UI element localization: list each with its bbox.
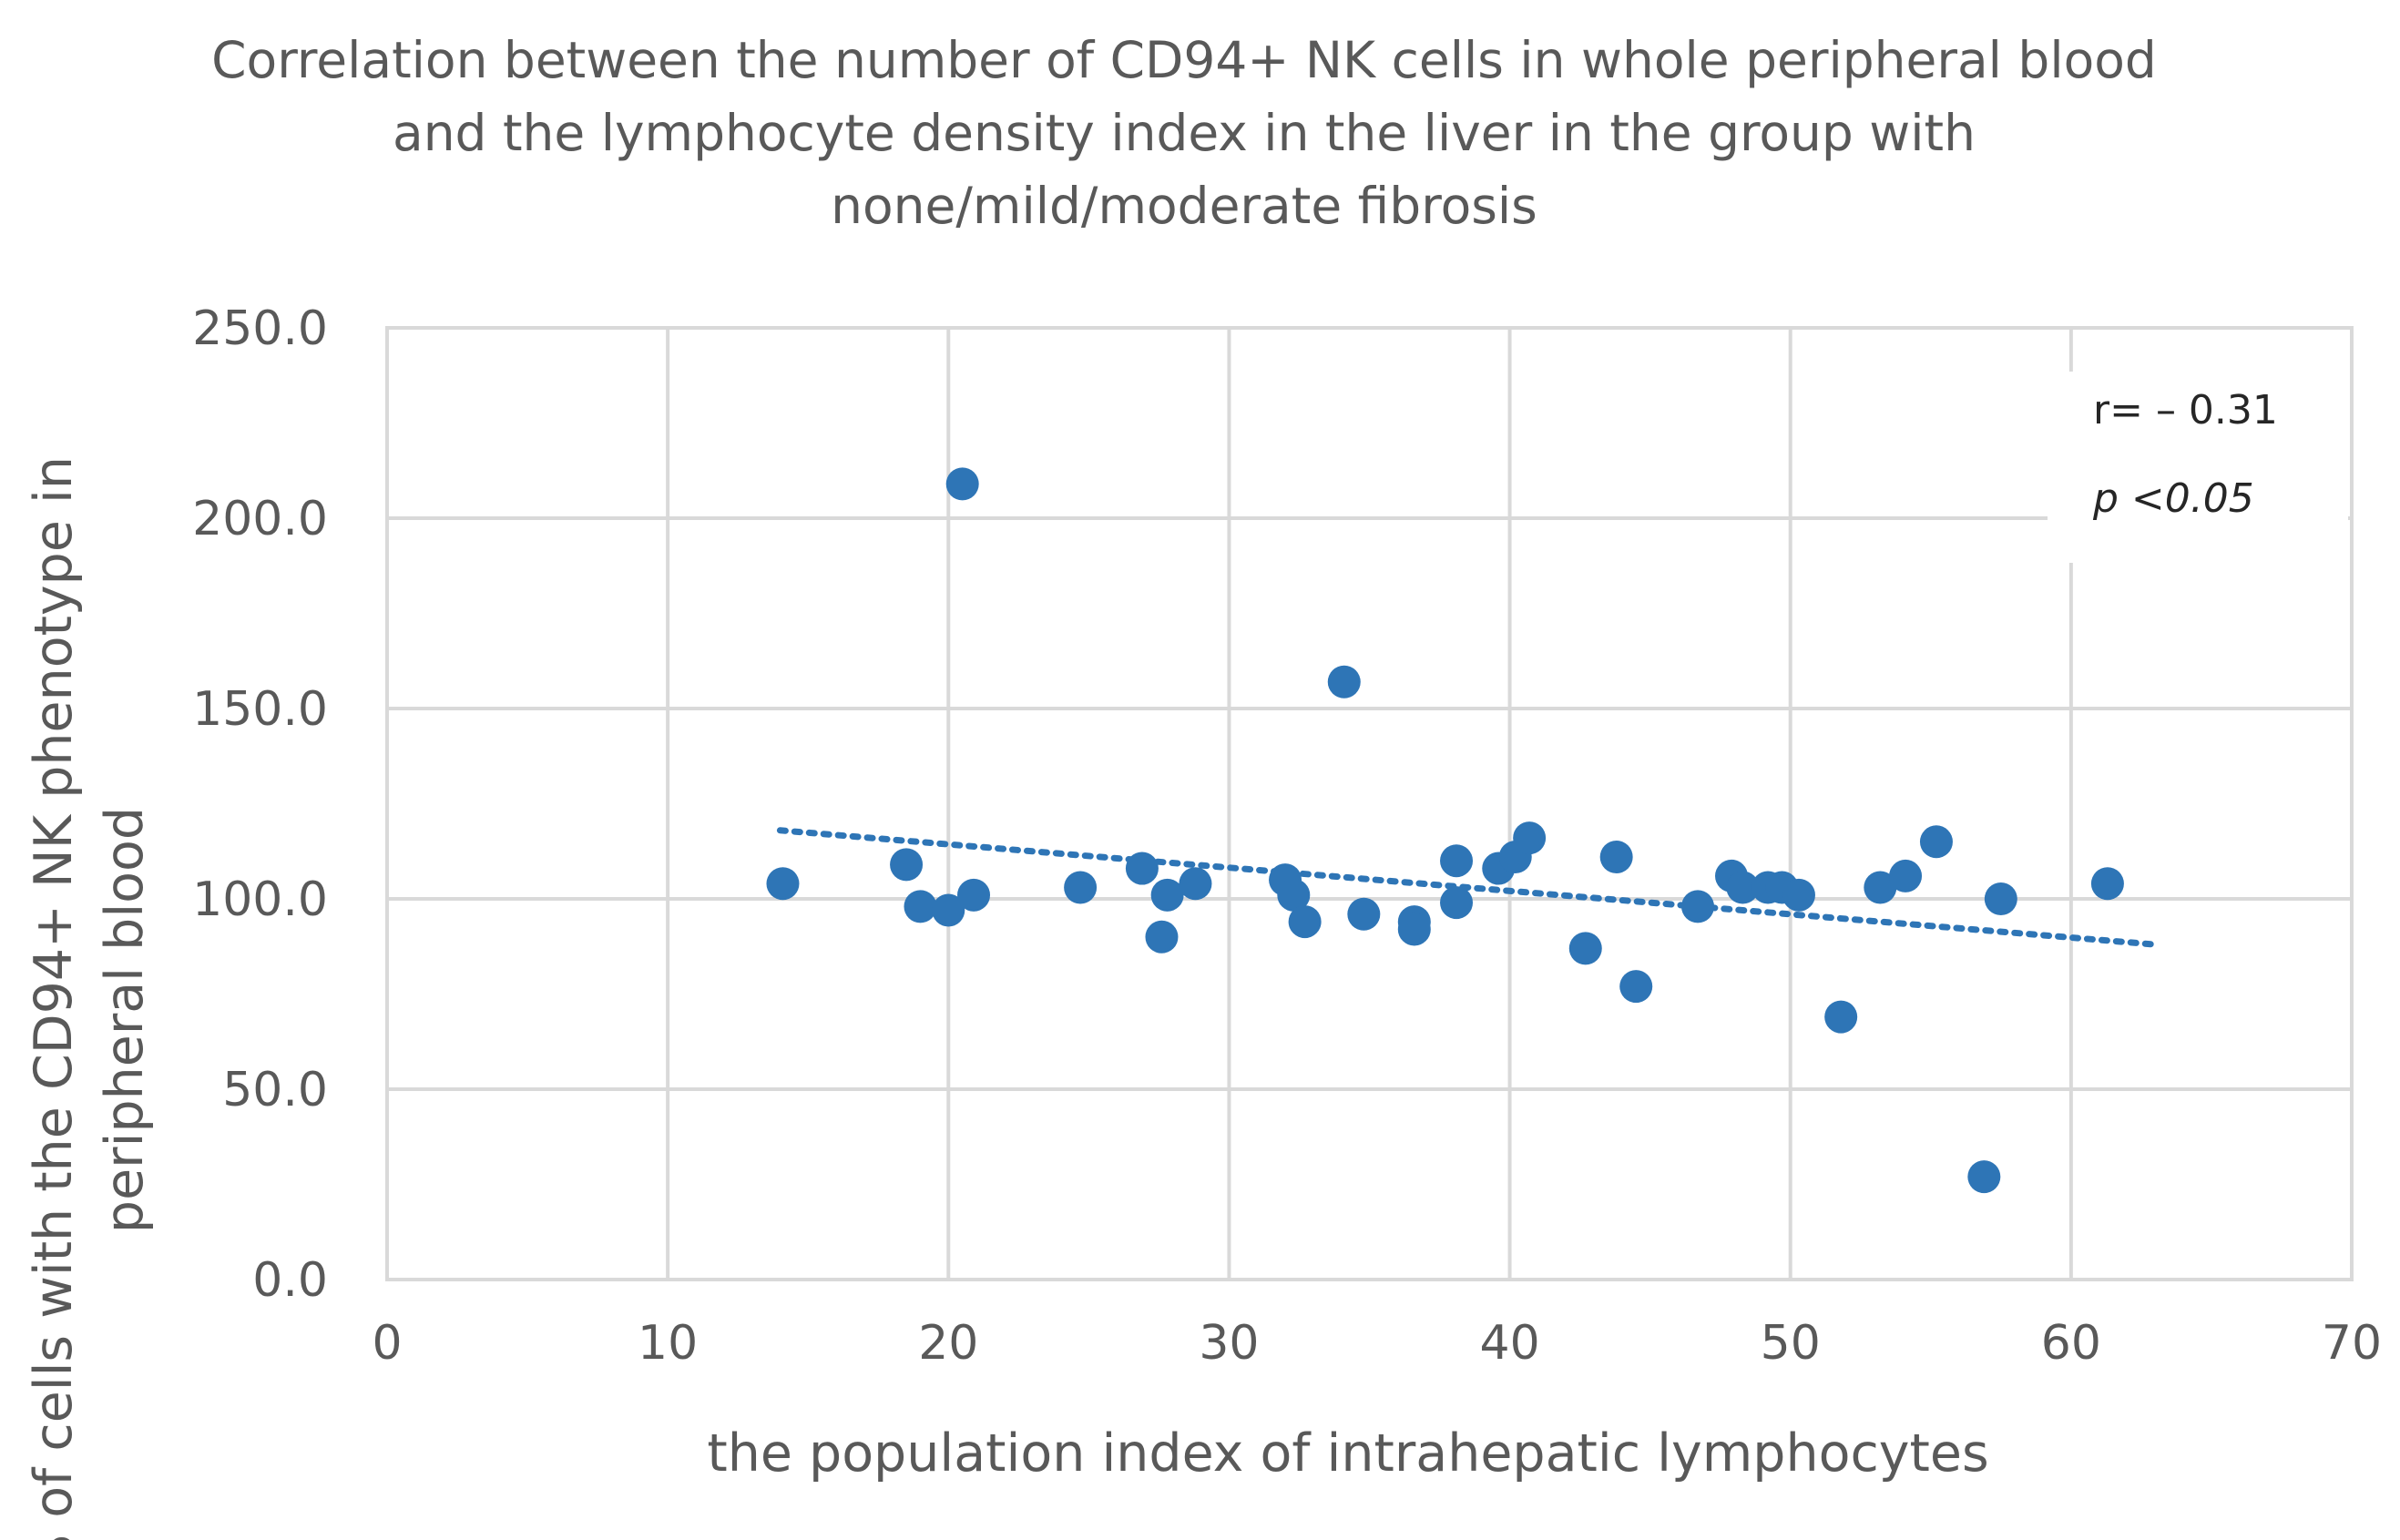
data-point: [890, 848, 924, 882]
x-axis-ticks: 0 10 20 30 40 50 60 70: [372, 1316, 2382, 1371]
data-points: [766, 467, 2124, 1194]
data-point: [1513, 821, 1547, 855]
x-tick-label: 70: [2322, 1316, 2382, 1371]
data-point: [1288, 905, 1322, 939]
data-point: [932, 893, 965, 927]
data-point: [1919, 825, 1953, 859]
y-axis-label-line-2: peripheral blood: [95, 807, 155, 1233]
data-point: [1150, 878, 1184, 912]
data-point: [1824, 1000, 1858, 1034]
y-tick-label: 100.0: [192, 872, 328, 927]
chart-title: Correlation between the number of CD94+ …: [211, 31, 2157, 235]
data-point: [1681, 890, 1715, 923]
data-point: [1179, 867, 1212, 901]
x-axis-label: the population index of intrahepatic lym…: [707, 1423, 1988, 1484]
data-point: [1568, 932, 1602, 965]
y-axis-label-line-1: % of cells with the CD94+ NK phenotype i…: [24, 456, 84, 1540]
data-point: [1347, 897, 1381, 931]
data-point: [1864, 871, 1897, 904]
data-point: [1277, 878, 1311, 912]
x-tick-label: 50: [1761, 1316, 1821, 1371]
y-axis-ticks: 0.0 50.0 100.0 150.0 200.0 250.0: [192, 301, 328, 1308]
data-point: [1397, 913, 1431, 946]
x-tick-label: 0: [372, 1316, 402, 1371]
data-point: [1619, 970, 1653, 1004]
data-point: [1440, 844, 1474, 878]
trendline-group: [776, 827, 2159, 948]
data-point: [766, 867, 800, 901]
chart-title-line-1: Correlation between the number of CD94+ …: [211, 31, 2157, 89]
y-tick-label: 150.0: [192, 682, 328, 737]
correlation-annotation: r= – 0.31 p <0.05: [2048, 372, 2348, 563]
y-tick-label: 250.0: [192, 301, 328, 356]
data-point: [1440, 886, 1474, 920]
y-tick-label: 0.0: [252, 1253, 328, 1308]
y-axis-label: % of cells with the CD94+ NK phenotype i…: [24, 456, 155, 1540]
data-point: [2090, 867, 2124, 901]
data-point: [957, 878, 991, 912]
annotation-background: [2048, 372, 2348, 563]
data-point: [1599, 841, 1633, 874]
annotation-r-value: r= – 0.31: [2093, 387, 2278, 433]
data-point: [1782, 878, 1815, 912]
x-tick-label: 40: [1479, 1316, 1539, 1371]
annotation-p-value: p <0.05: [2092, 475, 2254, 522]
x-tick-label: 60: [2041, 1316, 2101, 1371]
y-tick-label: 200.0: [192, 492, 328, 546]
data-point: [1984, 882, 2017, 915]
data-point: [1064, 871, 1098, 904]
plot-frame: [385, 326, 2354, 1281]
data-point: [945, 467, 979, 501]
y-tick-label: 50.0: [222, 1063, 328, 1117]
chart-title-line-3: none/mild/moderate fibrosis: [831, 177, 1537, 235]
x-tick-label: 30: [1199, 1316, 1259, 1371]
data-point: [1145, 920, 1179, 954]
data-point: [904, 890, 937, 923]
x-tick-label: 10: [638, 1316, 698, 1371]
chart-title-line-2: and the lymphocyte density index in the …: [393, 104, 1976, 162]
gridlines: [385, 326, 2354, 1281]
x-tick-label: 20: [918, 1316, 978, 1371]
data-point: [1125, 852, 1159, 885]
data-point: [1327, 665, 1361, 699]
trendline: [776, 827, 2159, 948]
data-point: [1967, 1160, 2001, 1194]
data-point: [1889, 859, 1923, 892]
data-point: [1726, 871, 1760, 904]
